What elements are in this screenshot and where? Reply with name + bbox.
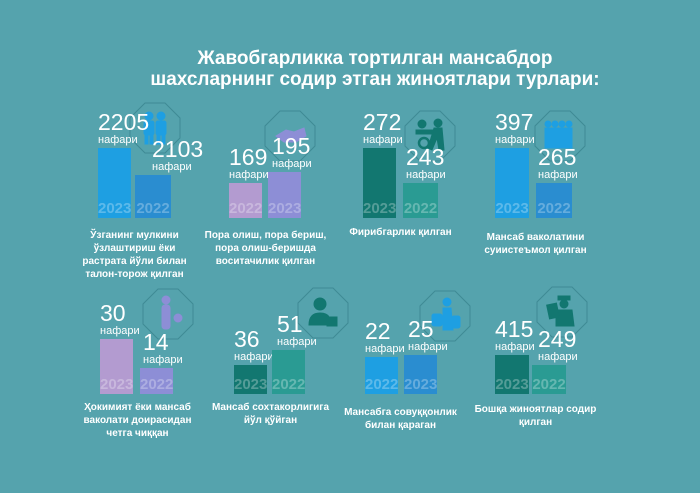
category-caption: Ўзганинг мулкини ўзлаштириш ёки растрата…	[82, 230, 187, 280]
bar-year-label: 2023	[495, 200, 529, 217]
value-label: 36	[234, 326, 260, 352]
fraud-exchange-icon	[404, 110, 456, 162]
unit-label: нафари	[143, 354, 183, 366]
category-caption: Мансабга совуққонлик билан қараган	[344, 407, 457, 431]
unit-label: нафари	[495, 134, 535, 146]
unit-label: нафари	[234, 351, 274, 363]
value-label: 272	[363, 109, 402, 135]
bar-2023: 2023	[404, 355, 437, 394]
value-label: 25	[408, 316, 434, 342]
handshake-icon	[264, 110, 316, 162]
value-label: 2103	[152, 136, 204, 162]
bar-2022: 2022	[403, 183, 438, 218]
title-line-2: шахсларнинг содир этган жиноятлари турла…	[150, 69, 600, 90]
bar-year-label: 2023	[268, 200, 302, 217]
unit-label: нафари	[406, 169, 446, 181]
bar-2022: 2022	[365, 357, 398, 394]
bar-year-label: 2022	[537, 200, 571, 217]
bar-year-label: 2023	[234, 376, 268, 393]
bar-2023: 2023	[268, 172, 301, 218]
bar-2023: 2023	[495, 355, 529, 394]
user-lock-icon	[297, 287, 349, 339]
bar-2022: 2022	[272, 350, 305, 394]
unit-label: нафари	[152, 161, 192, 173]
bar-year-label: 2022	[229, 200, 263, 217]
crowd-icon	[534, 110, 586, 162]
bar-2022: 2022	[140, 368, 173, 394]
bar-year-label: 2023	[404, 376, 438, 393]
unit-label: нафари	[495, 341, 535, 353]
category-caption: Ҳокимият ёки мансаб ваколати доирасидан …	[83, 402, 192, 439]
value-label: 397	[495, 109, 534, 135]
value-label: 30	[100, 300, 126, 326]
people-icon	[129, 102, 181, 154]
unit-label: нафари	[538, 169, 578, 181]
category-caption: Пора олиш, пора бериш, пора олиш-беришда…	[204, 230, 327, 267]
unit-label: нафари	[408, 341, 448, 353]
category-caption: Бошқа жиноятлар содир қилган	[474, 404, 597, 428]
value-label: 195	[272, 133, 311, 159]
title-line-1: Жавобгарликка тортилган мансабдор	[197, 48, 553, 69]
bar-year-label: 2022	[532, 376, 566, 393]
bar-year-label: 2023	[495, 376, 529, 393]
bar-2022: 2022	[229, 183, 262, 218]
page-title: Жавобгарликка тортилган мансабдор шахсла…	[110, 48, 640, 90]
bar-year-label: 2023	[98, 200, 132, 217]
value-label: 415	[495, 316, 534, 342]
unit-label: нафари	[363, 134, 403, 146]
category-caption: Фирибгарлик қилган	[349, 227, 452, 238]
value-label: 265	[538, 144, 577, 170]
person-icon	[142, 288, 194, 340]
bar-year-label: 2023	[363, 200, 397, 217]
unit-label: нафари	[272, 158, 312, 170]
unit-label: нафари	[277, 336, 317, 348]
unit-label: нафари	[229, 169, 269, 181]
value-label: 169	[229, 144, 268, 170]
value-label: 249	[538, 326, 577, 352]
officer-document-icon	[536, 286, 588, 338]
bar-year-label: 2022	[365, 376, 399, 393]
unit-label: нафари	[365, 343, 405, 355]
bar-year-label: 2022	[272, 376, 306, 393]
value-label: 22	[365, 318, 391, 344]
bar-2023: 2023	[234, 365, 267, 394]
unit-label: нафари	[98, 134, 138, 146]
person-luggage-icon	[419, 290, 471, 342]
bar-year-label: 2022	[403, 200, 438, 217]
bar-year-label: 2023	[100, 376, 134, 393]
bar-2022: 2022	[532, 365, 566, 394]
bar-2023: 2023	[100, 339, 133, 394]
category-caption: Мансаб ваколатини суиистеъмол қилган	[484, 232, 587, 256]
bar-year-label: 2022	[140, 376, 174, 393]
unit-label: нафари	[100, 325, 140, 337]
value-label: 51	[277, 311, 303, 337]
bar-year-label: 2022	[136, 200, 170, 217]
value-label: 14	[143, 329, 169, 355]
bar-2022: 2022	[135, 175, 171, 218]
value-label: 2205	[98, 109, 150, 135]
unit-label: нафари	[538, 351, 578, 363]
bar-2023: 2023	[495, 148, 529, 218]
category-caption: Мансаб сохтакорлигига йўл қўйган	[211, 402, 330, 426]
bar-2022: 2022	[536, 183, 572, 218]
bar-2023: 2023	[98, 148, 131, 218]
bar-2023: 2023	[363, 148, 396, 218]
value-label: 243	[406, 144, 445, 170]
